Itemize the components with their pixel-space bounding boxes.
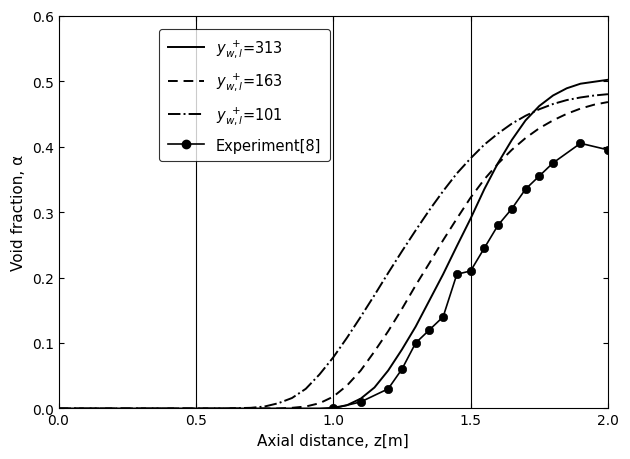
X-axis label: Axial distance, z[m]: Axial distance, z[m] bbox=[258, 433, 409, 448]
Y-axis label: Void fraction, α: Void fraction, α bbox=[11, 155, 26, 270]
Legend: $y_{w,l}^{\ +}$=313, $y_{w,l}^{\ +}$=163, $y_{w,l}^{\ +}$=101, Experiment[8]: $y_{w,l}^{\ +}$=313, $y_{w,l}^{\ +}$=163… bbox=[159, 30, 330, 162]
